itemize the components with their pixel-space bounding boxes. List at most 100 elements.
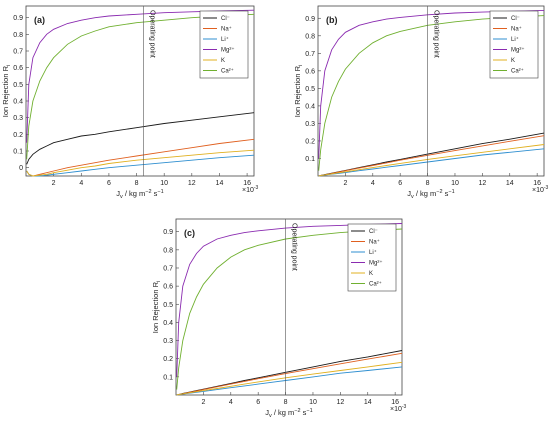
y-tick-label: 0.3 bbox=[163, 338, 173, 345]
legend-box bbox=[199, 10, 249, 79]
series-line-2 bbox=[318, 135, 545, 177]
legend-entry: Ca²⁺ bbox=[511, 68, 524, 75]
y-tick-label: 0.6 bbox=[305, 68, 315, 75]
y-axis-label: Ion Rejection Ri bbox=[293, 65, 304, 118]
legend-box bbox=[489, 10, 539, 79]
legend: Cl⁻ Na⁺ Li⁺ Mg²⁺ K Ca²⁺ bbox=[199, 10, 249, 79]
x-tick-label: 4 bbox=[371, 180, 375, 187]
x-tick-label: 12 bbox=[336, 399, 344, 406]
x-tick-label: 14 bbox=[364, 399, 372, 406]
y-tick-label: 0.1 bbox=[305, 156, 315, 163]
series-line-4 bbox=[318, 9, 545, 159]
series-line-6 bbox=[318, 15, 545, 171]
chart-panel-3: 2 4 6 8 10 12 14 16 0.1 0.2 0.3 0.4 0.5 0.6 0.7 0.8 0.9 ×… bbox=[151, 218, 407, 419]
x-axis-label: Jv / kg m−2 s−1 bbox=[407, 189, 454, 200]
y-tick-label: 0.5 bbox=[13, 82, 23, 89]
y-tick-label: 0.8 bbox=[163, 247, 173, 254]
legend-entry: Na⁺ bbox=[221, 26, 232, 33]
y-tick-label: 0.6 bbox=[13, 65, 23, 72]
plot-frame bbox=[25, 5, 255, 177]
y-tick-label: 0.8 bbox=[305, 33, 315, 40]
x-tick-label: 8 bbox=[284, 399, 288, 406]
x-tick-label: 14 bbox=[506, 180, 514, 187]
y-tick-label: 0.3 bbox=[13, 115, 23, 122]
y-tick-label: 0.2 bbox=[305, 138, 315, 145]
x-tick-label: 8 bbox=[426, 180, 430, 187]
x-scale-note: ×10-3 bbox=[390, 404, 407, 413]
y-tick-label: 0.4 bbox=[13, 99, 23, 106]
series-line-1 bbox=[26, 112, 255, 165]
y-tick-label: 0.9 bbox=[13, 15, 23, 22]
series-line-3 bbox=[318, 148, 545, 177]
legend-entry: Na⁺ bbox=[369, 239, 380, 246]
legend-entry: Ca²⁺ bbox=[221, 68, 234, 75]
x-tick-label: 4 bbox=[79, 180, 83, 187]
y-tick-label: 0.1 bbox=[13, 149, 23, 156]
chart-panel-2: 2 4 6 8 10 12 14 16 0.1 0.2 0.3 0.4 0.5 0.6 0.7 0.8 0.9 ×… bbox=[293, 5, 549, 200]
legend-entry: Mg²⁺ bbox=[511, 47, 525, 54]
x-tick-label: 12 bbox=[188, 180, 196, 187]
y-tick-label: 0.5 bbox=[163, 302, 173, 309]
x-scale-note: ×10-3 bbox=[242, 185, 259, 194]
legend-entry: Li⁺ bbox=[511, 36, 519, 43]
y-tick-label: 0.2 bbox=[13, 132, 23, 139]
legend-entry: K bbox=[511, 58, 515, 64]
x-tick-label: 12 bbox=[478, 180, 486, 187]
x-axis-label: Jv / kg m−2 s−1 bbox=[265, 408, 312, 419]
plot-frame bbox=[317, 5, 545, 177]
legend-entry: Cl⁻ bbox=[511, 16, 520, 22]
x-tick-label: 8 bbox=[135, 180, 139, 187]
x-scale-note: ×10-3 bbox=[532, 185, 549, 194]
legend: Cl⁻ Na⁺ Li⁺ Mg²⁺ K Ca²⁺ bbox=[489, 10, 539, 79]
series-line-5 bbox=[176, 361, 403, 396]
legend-entry: Li⁺ bbox=[221, 36, 229, 43]
legend-entry: Ca²⁺ bbox=[369, 281, 382, 288]
x-tick-label: 16 bbox=[243, 180, 251, 187]
operating-point-label: Operating point bbox=[148, 10, 155, 58]
x-tick-label: 16 bbox=[533, 180, 541, 187]
legend-entry: Na⁺ bbox=[511, 26, 522, 33]
y-tick-label: 0.9 bbox=[305, 16, 315, 23]
y-tick-label: 0.4 bbox=[305, 103, 315, 110]
legend-entry: Mg²⁺ bbox=[369, 260, 383, 267]
x-tick-label: 2 bbox=[201, 399, 205, 406]
y-tick-label: 0.4 bbox=[163, 320, 173, 327]
panel-label: (a) bbox=[34, 15, 45, 25]
y-tick-label: 0.7 bbox=[163, 265, 173, 272]
series-line-2 bbox=[176, 352, 403, 396]
y-axis-label: Ion Rejection Ri bbox=[151, 281, 162, 334]
y-tick-label: 0.8 bbox=[13, 32, 23, 39]
legend-entry: Cl⁻ bbox=[221, 16, 230, 22]
x-tick-label: 6 bbox=[107, 180, 111, 187]
x-tick-label: 14 bbox=[216, 180, 224, 187]
plot-frame bbox=[175, 218, 403, 396]
panel-label: (c) bbox=[184, 228, 195, 238]
y-tick-label: 0.2 bbox=[163, 356, 173, 363]
x-axis-label: Jv / kg m−2 s−1 bbox=[116, 189, 163, 200]
legend-entry: Mg²⁺ bbox=[221, 47, 235, 54]
x-tick-label: 4 bbox=[229, 399, 233, 406]
y-tick-label: 0.6 bbox=[163, 284, 173, 291]
y-axis-label: Ion Rejection Ri bbox=[1, 65, 12, 118]
y-tick-label: 0.3 bbox=[305, 121, 315, 128]
chart-panel-1: 2 4 6 8 10 12 14 16 0 0.1 0.2 0.3 0.4 0.5 0.6 0.7 0.8 0.9… bbox=[1, 5, 259, 200]
series-line-5 bbox=[318, 144, 545, 177]
x-tick-label: 10 bbox=[160, 180, 168, 187]
series-line-3 bbox=[26, 154, 255, 177]
x-tick-label: 2 bbox=[52, 180, 56, 187]
series-line-5 bbox=[26, 149, 255, 177]
legend: Cl⁻ Na⁺ Li⁺ Mg²⁺ K Ca²⁺ bbox=[347, 223, 397, 292]
y-tick-label: 0.7 bbox=[305, 51, 315, 58]
legend-entry: K bbox=[369, 271, 373, 277]
y-tick-label: 0.7 bbox=[13, 49, 23, 56]
x-tick-label: 6 bbox=[256, 399, 260, 406]
panel-label: (b) bbox=[326, 15, 338, 25]
y-tick-label: 0 bbox=[19, 165, 23, 172]
y-tick-label: 0.5 bbox=[305, 86, 315, 93]
x-tick-label: 2 bbox=[343, 180, 347, 187]
operating-point-label: Operating point bbox=[433, 10, 440, 58]
x-tick-label: 6 bbox=[398, 180, 402, 187]
x-tick-label: 10 bbox=[451, 180, 459, 187]
x-tick-label: 16 bbox=[391, 399, 399, 406]
